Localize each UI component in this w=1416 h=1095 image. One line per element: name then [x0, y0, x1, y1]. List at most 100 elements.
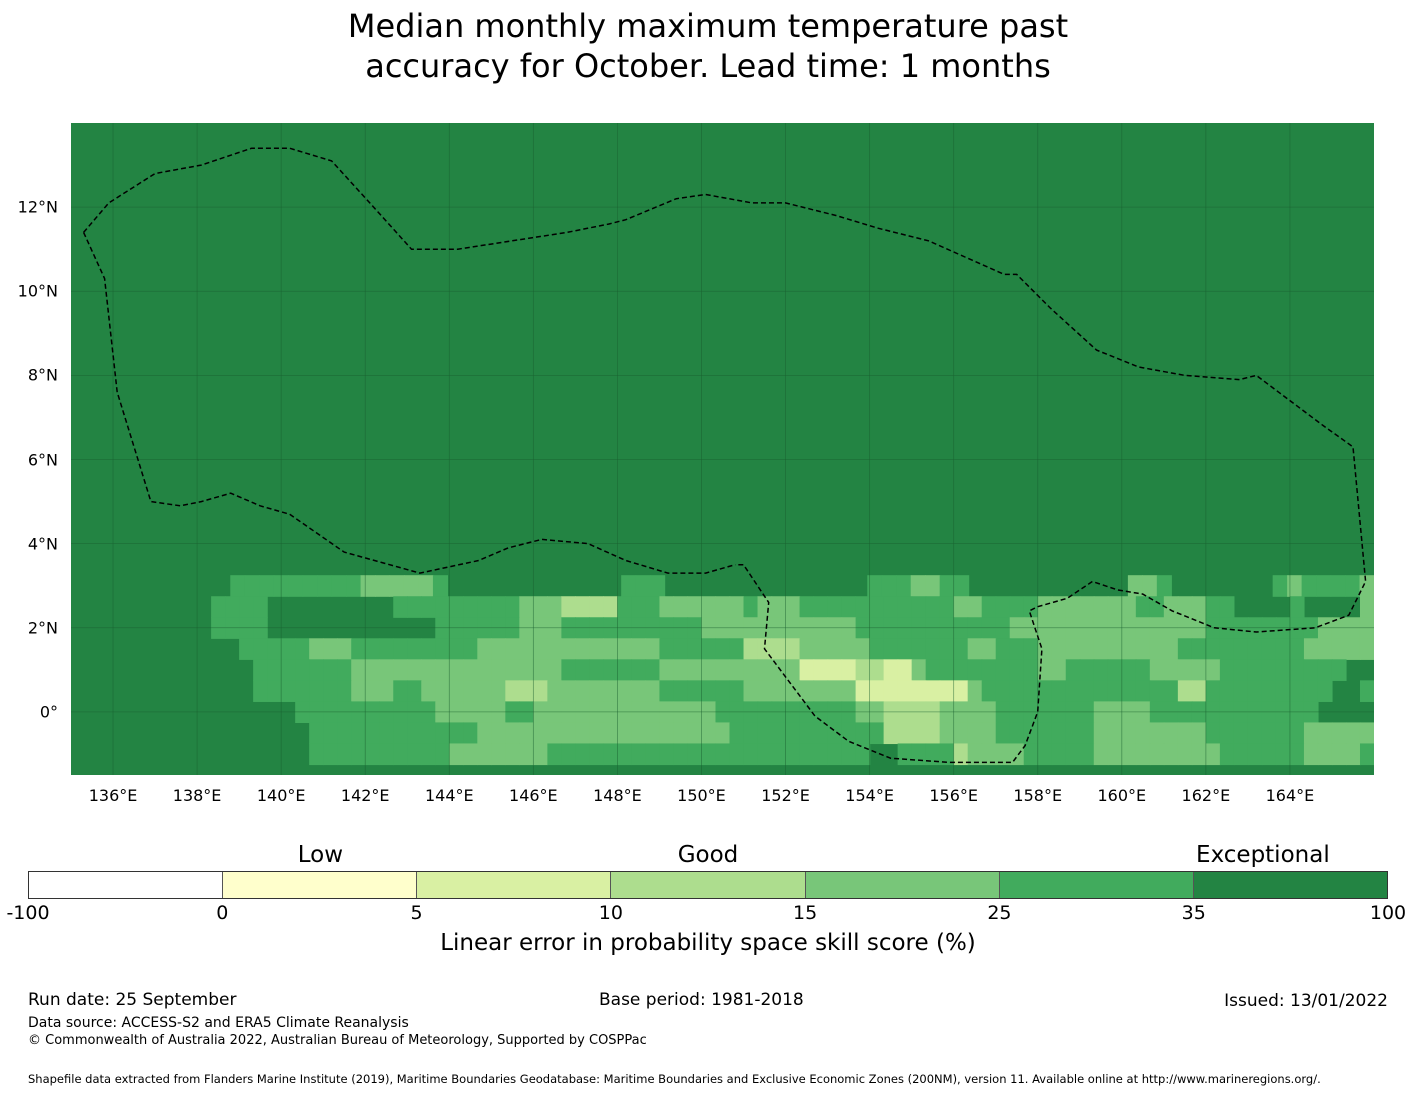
skill-cell	[701, 722, 717, 745]
skill-cell	[827, 722, 843, 745]
skill-cell	[491, 596, 506, 618]
skill-cell	[1177, 680, 1193, 702]
skill-cell	[617, 743, 633, 766]
skill-cell	[939, 596, 955, 618]
skill-cell	[379, 680, 394, 702]
skill-cell	[1275, 638, 1291, 660]
skill-cell	[393, 638, 408, 660]
skill-cell	[477, 743, 492, 766]
skill-cell	[1345, 722, 1361, 745]
skill-cell	[1191, 743, 1207, 766]
latitude-tick-label: 6°N	[27, 450, 58, 470]
skill-cell	[981, 596, 997, 618]
skill-cell	[771, 722, 787, 745]
skill-cell	[1331, 743, 1347, 766]
skill-cell	[715, 722, 731, 745]
skill-cell	[701, 680, 717, 702]
skill-cell	[533, 680, 548, 702]
skill-cell	[477, 638, 492, 660]
skill-cell	[491, 743, 506, 766]
skill-cell	[1316, 575, 1332, 597]
skill-cell	[881, 575, 897, 597]
skill-cell	[883, 722, 899, 745]
longitude-tick-label: 138°E	[172, 786, 222, 805]
skill-cell	[589, 659, 605, 681]
skill-cell	[435, 680, 450, 702]
skill-cell	[659, 596, 675, 618]
skill-cell	[421, 722, 436, 745]
skill-cell	[1037, 722, 1053, 745]
skill-cell	[925, 722, 941, 745]
skill-cell	[953, 659, 969, 681]
skill-cell	[533, 596, 548, 618]
skill-cell	[1093, 680, 1109, 702]
skill-cell	[1121, 638, 1137, 660]
skill-cell	[309, 638, 324, 660]
skill-cell	[432, 575, 449, 597]
skill-cell	[827, 680, 843, 702]
skill-cell	[631, 743, 647, 766]
skill-cell	[785, 638, 801, 660]
skill-cell	[1330, 575, 1346, 597]
skill-cell	[939, 743, 955, 766]
skill-cell	[1191, 680, 1207, 702]
skill-cell	[771, 680, 787, 702]
skill-cell	[1107, 638, 1123, 660]
skill-cell	[477, 596, 492, 618]
skill-cell	[323, 722, 338, 745]
skill-cell	[1317, 638, 1333, 660]
skill-cell	[505, 596, 520, 618]
skill-cell	[1009, 722, 1025, 745]
skill-cell	[547, 680, 562, 702]
skill-cell	[491, 680, 506, 702]
skill-cell	[995, 659, 1011, 681]
skill-cell	[771, 743, 787, 766]
skill-cell	[1149, 596, 1165, 618]
skill-cell	[1079, 659, 1095, 681]
skill-cell	[1009, 659, 1025, 681]
skill-cell	[351, 722, 366, 745]
skill-cell	[995, 680, 1011, 702]
skill-cell	[491, 659, 506, 681]
skill-cell	[575, 722, 590, 745]
skill-cell	[1359, 743, 1374, 766]
skill-cell	[785, 743, 801, 766]
skill-cell	[1359, 638, 1374, 660]
skill-cell	[799, 596, 815, 618]
graticule	[71, 123, 1374, 775]
skill-cell	[505, 743, 520, 766]
longitude-tick-label: 140°E	[256, 786, 306, 805]
longitude-tick-label: 152°E	[761, 786, 810, 805]
longitude-tick-label: 144°E	[424, 786, 474, 805]
skill-cell	[407, 722, 422, 745]
skill-cell	[505, 638, 520, 660]
skill-cell	[799, 722, 815, 745]
skill-cell	[635, 575, 651, 597]
skill-cell	[317, 575, 333, 597]
copyright: © Commonwealth of Australia 2022, Austra…	[28, 1033, 647, 1048]
skill-cell	[757, 596, 773, 618]
skill-cell	[449, 680, 464, 702]
skill-cell	[1247, 743, 1263, 766]
skill-cell	[337, 722, 352, 745]
skill-cell	[1065, 596, 1081, 618]
skill-cells	[71, 123, 1374, 775]
skill-cell	[827, 659, 843, 681]
skill-cell	[403, 575, 420, 597]
skill-cell	[1219, 680, 1235, 702]
skill-cell	[1191, 722, 1207, 745]
skill-cell	[491, 722, 506, 745]
colorbar-segment	[29, 872, 224, 898]
skill-cell	[954, 575, 970, 597]
skill-cell	[841, 680, 857, 702]
skill-cell	[589, 596, 605, 618]
skill-cell	[1219, 638, 1235, 660]
skill-cell	[393, 659, 408, 681]
skill-cell	[1303, 680, 1319, 702]
eez-boundary	[82, 147, 1367, 764]
skill-cell	[785, 659, 801, 681]
skill-cell	[1107, 680, 1123, 702]
skill-cell	[1191, 596, 1207, 618]
skill-cell	[407, 659, 422, 681]
skill-cell	[1037, 659, 1053, 681]
